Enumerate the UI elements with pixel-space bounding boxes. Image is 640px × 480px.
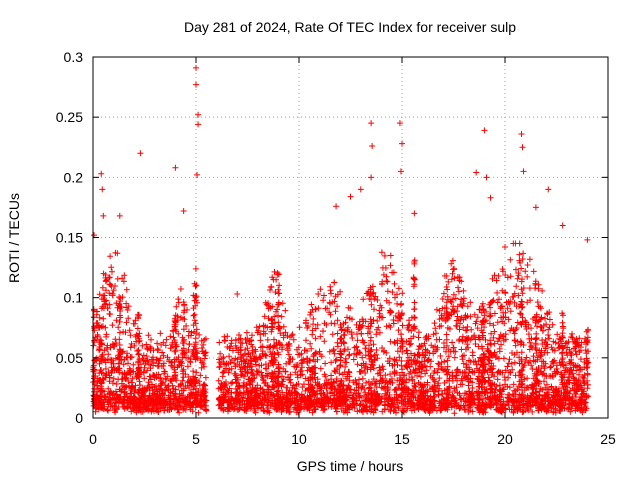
roti-point xyxy=(193,64,199,71)
roti-point xyxy=(195,111,202,118)
roti-point xyxy=(520,168,527,175)
roti-point xyxy=(487,194,494,201)
x-axis-title: GPS time / hours xyxy=(297,458,404,474)
roti-point xyxy=(519,144,526,151)
x-tick-label: 20 xyxy=(497,431,513,447)
x-tick-label: 15 xyxy=(394,431,410,447)
roti-point xyxy=(396,120,403,127)
roti-point xyxy=(347,193,354,200)
roti-point xyxy=(99,186,106,193)
roti-point xyxy=(559,222,566,229)
y-tick-labels: 0 0.05 0.1 0.15 0.2 0.25 0.3 xyxy=(56,49,83,426)
roti-point xyxy=(545,186,552,193)
y-axis-title: ROTI / TECUs xyxy=(6,193,22,283)
x-tick-labels: 0 5 10 15 20 25 xyxy=(89,431,616,447)
chart-title: Day 281 of 2024, Rate Of TEC Index for r… xyxy=(184,19,516,35)
roti-point xyxy=(397,168,404,175)
roti-point xyxy=(195,121,202,128)
roti-point xyxy=(368,120,375,127)
y-tick-label: 0.15 xyxy=(56,230,83,246)
roti-point xyxy=(483,174,490,181)
roti-point xyxy=(137,150,144,157)
roti-point xyxy=(411,210,418,217)
roti-point xyxy=(194,171,201,178)
roti-point xyxy=(473,169,480,176)
y-tick-label: 0.1 xyxy=(64,290,84,306)
roti-point xyxy=(518,131,525,138)
grid-lines xyxy=(93,57,608,418)
roti-point xyxy=(369,143,376,150)
y-tick-label: 0 xyxy=(75,410,83,426)
roti-point xyxy=(116,212,123,219)
roti-point xyxy=(481,127,488,134)
y-tick-label: 0.05 xyxy=(56,350,83,366)
roti-point xyxy=(180,208,187,215)
roti-point xyxy=(399,140,405,147)
x-tick-label: 0 xyxy=(89,431,97,447)
roti-point xyxy=(193,81,199,88)
y-tick-label: 0.3 xyxy=(64,49,84,65)
roti-point xyxy=(584,236,591,243)
x-tick-label: 25 xyxy=(600,431,616,447)
data-points xyxy=(90,64,592,417)
roti-point xyxy=(234,291,241,298)
roti-point xyxy=(532,204,539,211)
y-tick-label: 0.25 xyxy=(56,109,83,125)
x-tick-label: 5 xyxy=(192,431,200,447)
roti-point xyxy=(172,164,179,171)
x-tick-label: 10 xyxy=(291,431,307,447)
roti-point xyxy=(357,186,364,193)
roti-point xyxy=(368,174,375,181)
y-tick-label: 0.2 xyxy=(64,169,84,185)
roti-point-cloud xyxy=(90,240,592,417)
roti-point xyxy=(333,203,340,210)
roti-point xyxy=(100,212,107,219)
axis-ticks xyxy=(92,56,609,419)
roti-point xyxy=(98,170,105,177)
